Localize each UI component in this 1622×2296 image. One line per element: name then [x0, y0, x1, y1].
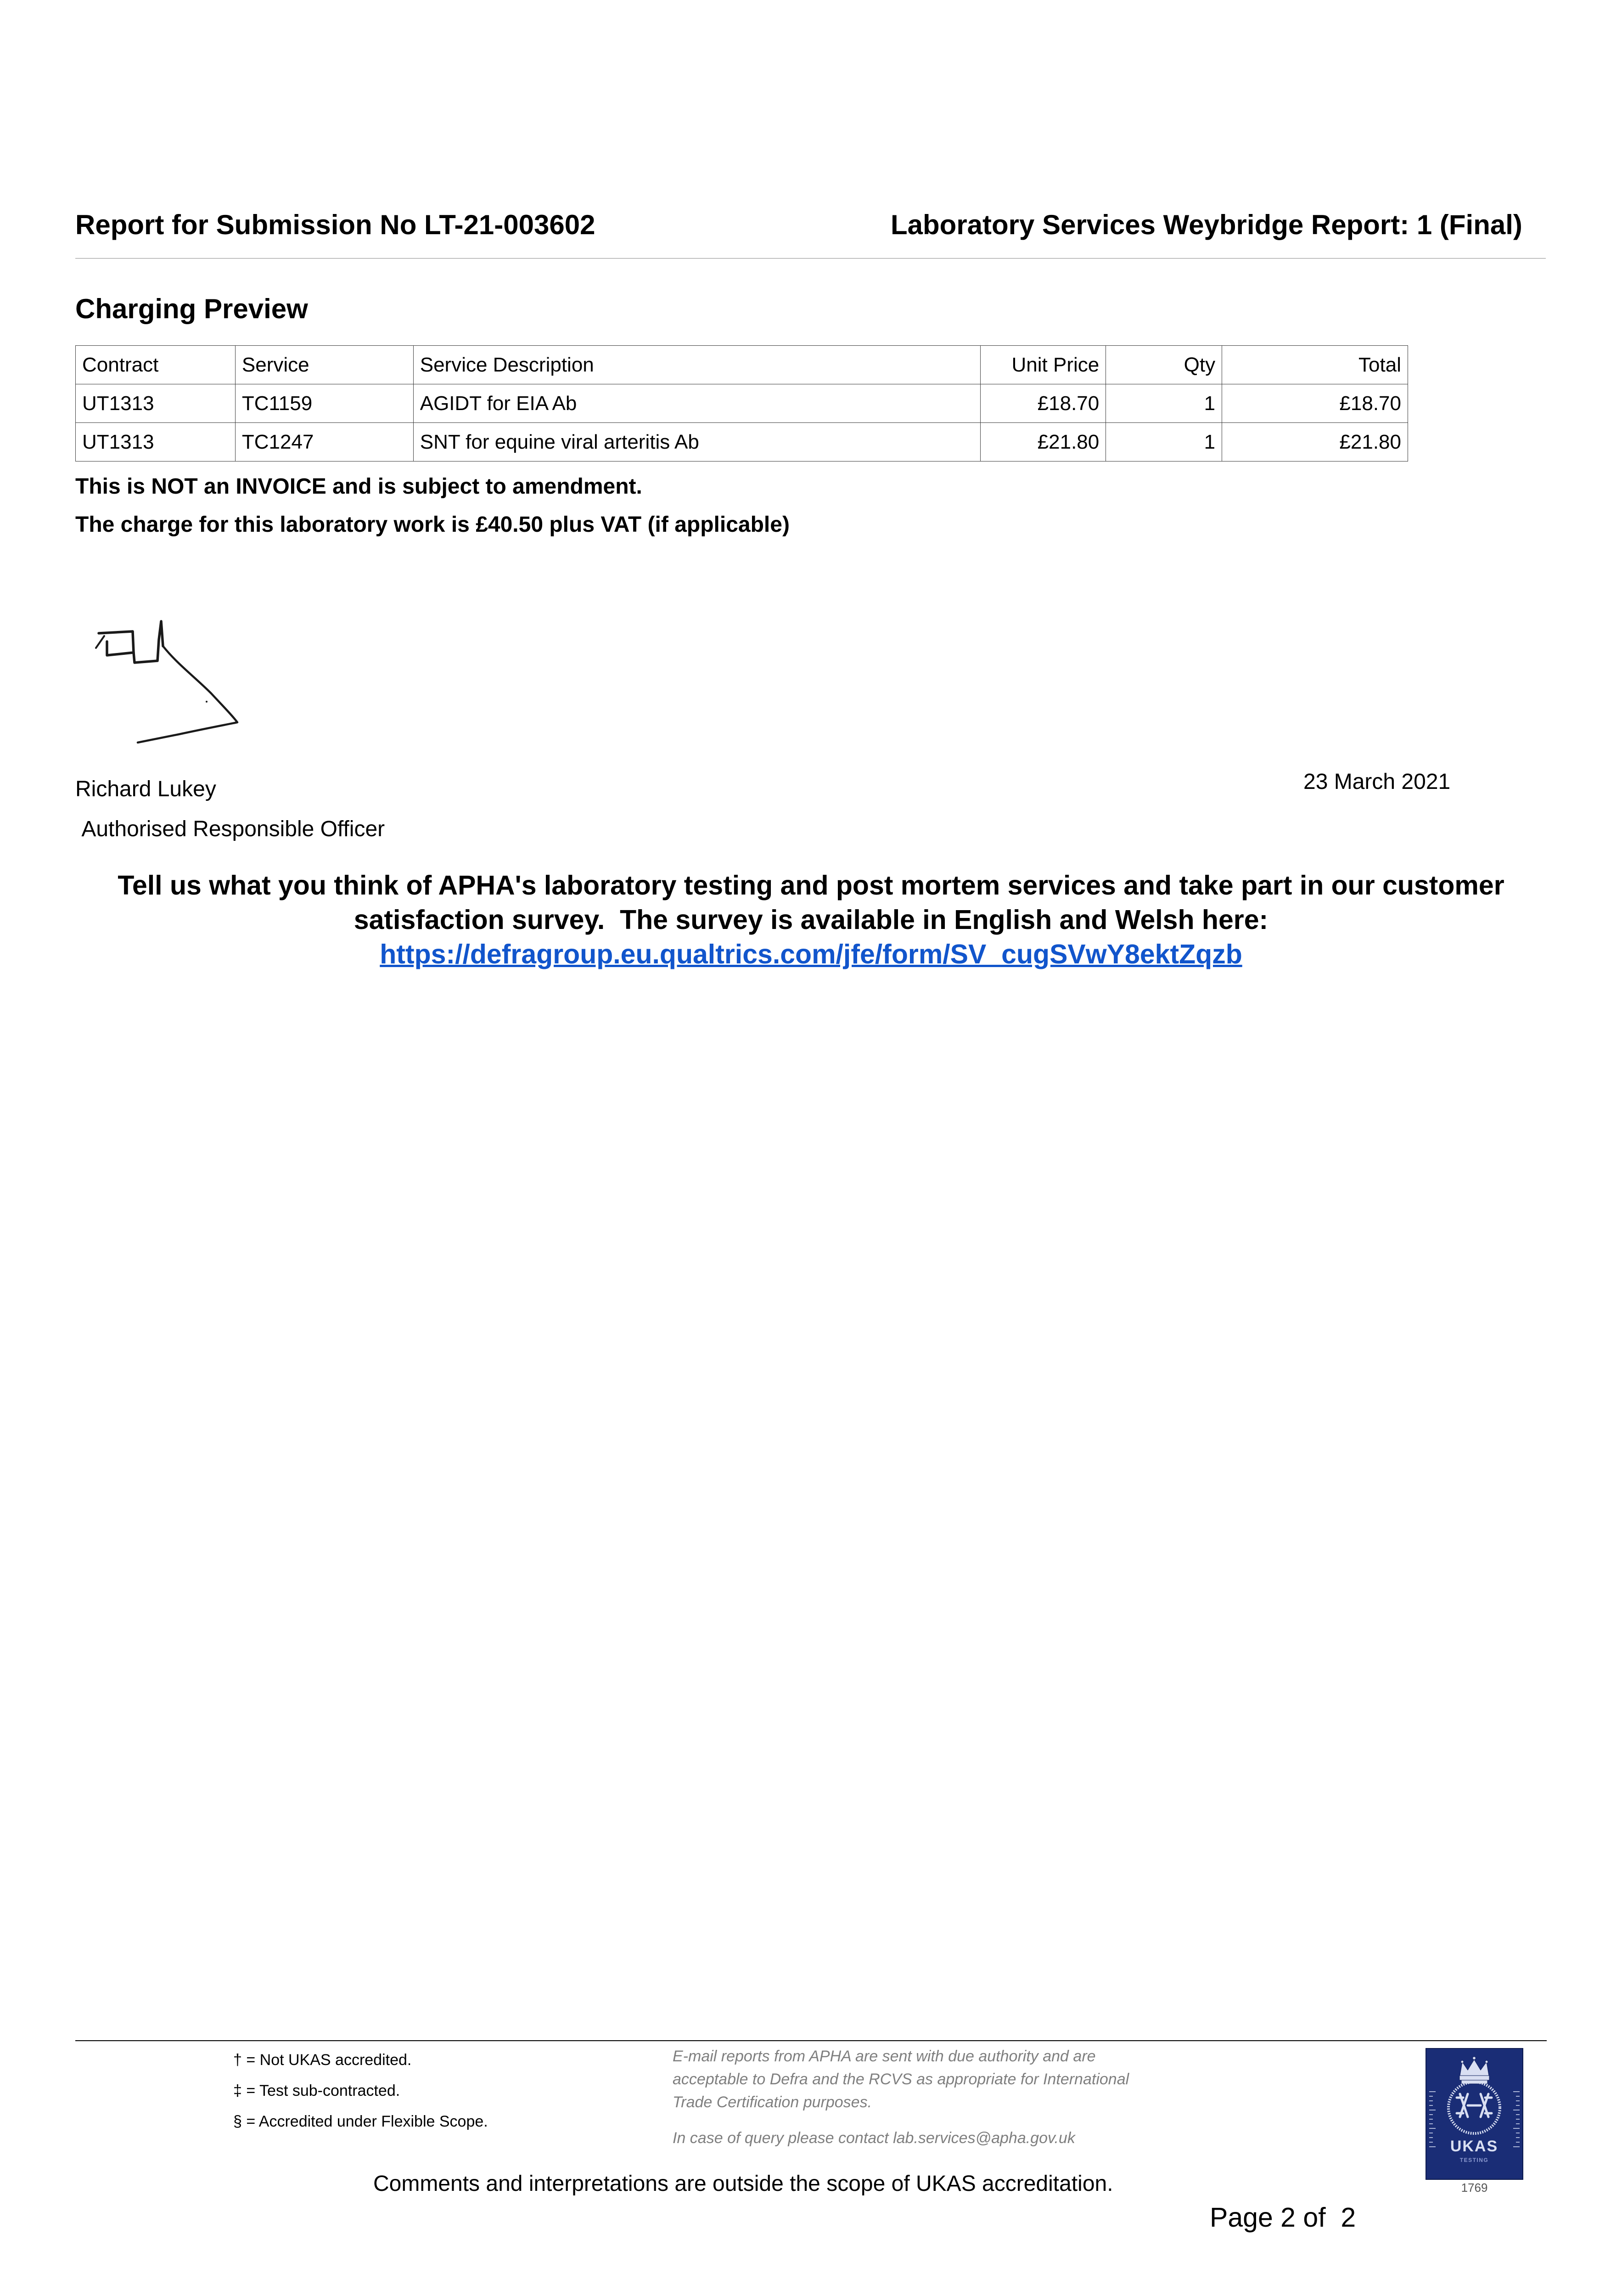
svg-text:TESTING: TESTING	[1460, 2157, 1489, 2163]
svg-text:UKAS: UKAS	[1450, 2138, 1498, 2155]
